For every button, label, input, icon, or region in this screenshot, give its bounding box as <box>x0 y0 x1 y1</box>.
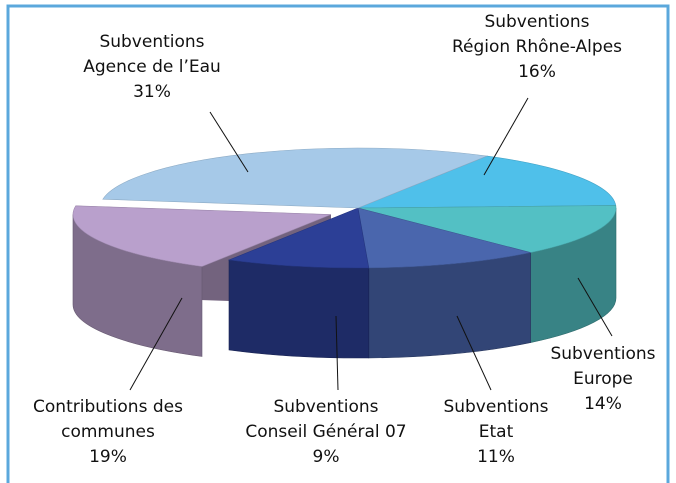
leader-line <box>456 315 492 391</box>
leader-line <box>209 111 249 173</box>
slice-label: Région Rhône-Alpes <box>452 37 622 57</box>
leader-line <box>335 315 339 391</box>
pie-slice <box>227 207 370 269</box>
value-label: 9% <box>313 447 340 467</box>
slice-label: communes <box>61 422 155 442</box>
slice-label: Subventions <box>443 397 548 417</box>
slice-label: Subventions <box>99 32 204 52</box>
slice-label: Etat <box>479 422 514 442</box>
value-label: 19% <box>89 447 127 467</box>
pie-slice <box>102 147 489 209</box>
value-label: 14% <box>584 394 622 414</box>
value-label: 16% <box>518 62 556 82</box>
slice-label: Contributions des <box>33 397 183 417</box>
slice-label: Agence de l’Eau <box>83 57 221 77</box>
value-label: 31% <box>133 82 171 102</box>
leader-line <box>577 277 613 337</box>
pie-slice <box>357 155 617 209</box>
pie-slice <box>72 205 332 267</box>
value-label: 11% <box>477 447 515 467</box>
pie-slice <box>357 207 531 269</box>
pie-side <box>368 252 531 359</box>
pie-side <box>228 259 370 359</box>
slice-label: Subventions <box>273 397 378 417</box>
leader-line <box>483 97 529 176</box>
slice-label: Conseil Général 07 <box>245 422 406 442</box>
slice-label: Europe <box>573 369 633 389</box>
slice-label: Subventions <box>550 344 655 364</box>
slice-label: Subventions <box>484 12 589 32</box>
leader-line <box>129 297 183 391</box>
pie-slice <box>357 205 617 253</box>
